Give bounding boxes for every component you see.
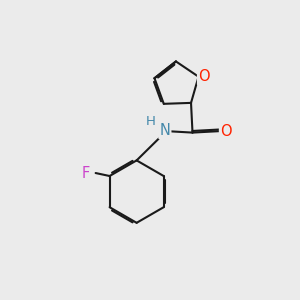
Text: O: O — [220, 124, 232, 139]
Text: F: F — [82, 166, 90, 181]
Text: N: N — [159, 123, 170, 138]
Text: O: O — [198, 69, 210, 84]
Text: H: H — [146, 115, 156, 128]
